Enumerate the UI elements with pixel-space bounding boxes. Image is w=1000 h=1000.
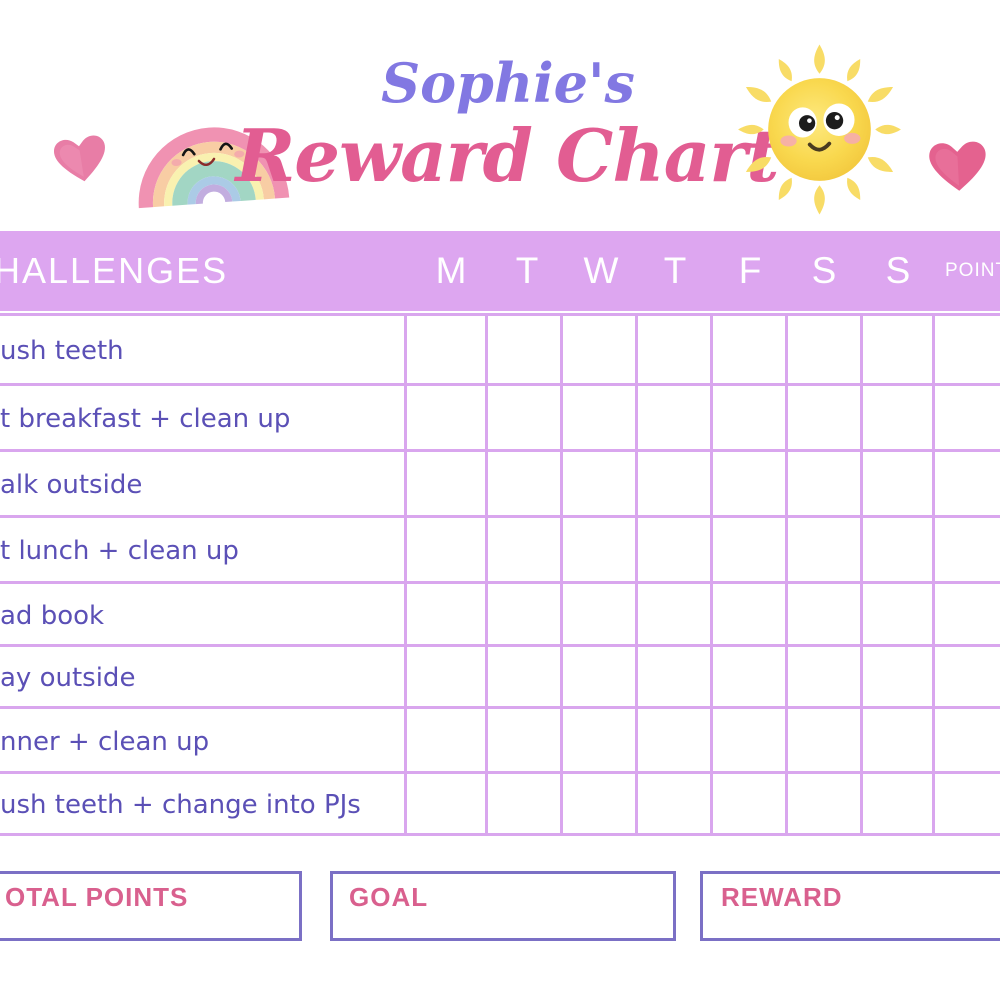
reward-box: REWARD [700, 871, 1000, 941]
table-header-band: HALLENGES M T W T F S S POINTS [0, 231, 1000, 311]
reward-label: REWARD [721, 882, 843, 912]
grid-line-horizontal [0, 581, 1000, 584]
challenge-row-label: ay outside [0, 663, 136, 693]
rainbow-icon [138, 127, 290, 209]
challenges-column-header: HALLENGES [0, 250, 229, 291]
chart-title: Reward Chart [235, 113, 779, 198]
grid-line-vertical [485, 313, 488, 836]
grid-line-horizontal [0, 515, 1000, 518]
challenge-row-label: ush teeth + change into PJs [0, 790, 361, 820]
goal-label: GOAL [349, 882, 429, 912]
sun-icon [738, 44, 901, 215]
grid-line-horizontal [0, 313, 1000, 316]
grid-line-horizontal [0, 449, 1000, 452]
grid-line-vertical [860, 313, 863, 836]
day-column-header-monday: M [435, 250, 467, 291]
goal-box: GOAL [330, 871, 676, 941]
day-column-header-sunday: S [885, 250, 911, 291]
day-column-header-saturday: S [811, 250, 837, 291]
points-column-header: POINTS [945, 260, 1000, 281]
grid-line-vertical [404, 313, 407, 836]
grid-line-vertical [710, 313, 713, 836]
challenge-row-label: alk outside [0, 470, 143, 500]
grid-line-vertical [932, 313, 935, 836]
day-column-header-tuesday: T [515, 250, 539, 291]
challenge-row-label: nner + clean up [0, 726, 210, 757]
day-column-header-friday: F [738, 250, 762, 291]
total-points-box: OTAL POINTS [0, 871, 302, 941]
chart-owner-name: Sophie's [381, 51, 635, 115]
grid-line-horizontal [0, 644, 1000, 647]
grid-line-horizontal [0, 771, 1000, 774]
grid-line-vertical [560, 313, 563, 836]
total-points-label: OTAL POINTS [5, 882, 189, 912]
grid-line-vertical [635, 313, 638, 836]
day-column-header-wednesday: W [583, 250, 619, 291]
challenge-row-label: t breakfast + clean up [0, 404, 291, 434]
grid-line-horizontal [0, 706, 1000, 709]
heart-icon [929, 141, 986, 191]
challenge-row-label: ush teeth [0, 336, 124, 366]
grid-line-vertical [785, 313, 788, 836]
heart-icon [54, 135, 105, 182]
grid-line-horizontal [0, 833, 1000, 836]
challenge-row-label: t lunch + clean up [0, 536, 239, 566]
grid-line-horizontal [0, 383, 1000, 386]
day-column-header-thursday: T [663, 250, 687, 291]
challenge-row-label: ad book [0, 600, 105, 631]
